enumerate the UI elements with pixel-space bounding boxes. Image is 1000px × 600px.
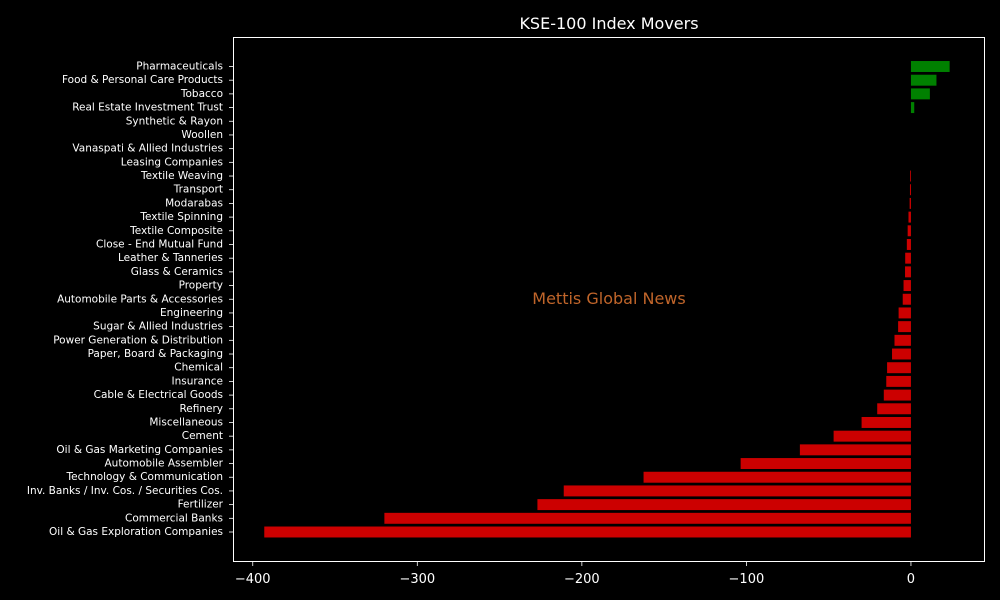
bar [264, 526, 911, 538]
y-tick-label: Real Estate Investment Trust [72, 102, 223, 114]
bar [910, 170, 911, 182]
plot-frame [233, 37, 985, 562]
y-tick-label: Close - End Mutual Fund [96, 238, 223, 250]
y-tick-label: Oil & Gas Exploration Companies [49, 526, 223, 538]
bar [892, 348, 911, 360]
y-tick-label: Vanaspati & Allied Industries [72, 143, 223, 155]
y-tick-label: Inv. Banks / Inv. Cos. / Securities Cos. [27, 485, 223, 497]
y-tick-label: Textile Weaving [140, 170, 223, 182]
bar [799, 444, 911, 456]
y-tick-label: Cable & Electrical Goods [94, 389, 223, 401]
bar [537, 499, 911, 511]
y-tick-label: Paper, Board & Packaging [88, 348, 223, 360]
y-tick-label: Woollen [181, 129, 223, 141]
x-tick-label: −400 [235, 572, 271, 587]
x-tick-label: 0 [907, 572, 915, 587]
x-axis: −400 −300 −200 −100 0 [235, 561, 915, 587]
y-tick-label: Refinery [179, 403, 223, 415]
bar [906, 239, 911, 250]
bar [903, 280, 911, 292]
y-tick-label: Tobacco [180, 88, 223, 100]
y-tick-label: Food & Personal Care Products [62, 74, 223, 86]
bar [887, 362, 911, 374]
bar [902, 293, 911, 305]
bar [898, 321, 911, 333]
bar [910, 74, 937, 86]
y-tick-label: Glass & Ceramics [131, 266, 223, 278]
y-tick-label: Insurance [171, 375, 223, 387]
chart-title: KSE-100 Index Movers [519, 14, 698, 33]
bar [563, 485, 911, 497]
watermark-text: Mettis Global News [532, 289, 685, 308]
y-tick-label: Engineering [160, 307, 223, 319]
bar [910, 61, 950, 72]
y-tick-label: Fertilizer [178, 499, 224, 511]
y-tick-label: Pharmaceuticals [136, 61, 223, 73]
bar [643, 471, 911, 483]
y-tick-label: Commercial Banks [125, 512, 223, 524]
y-tick-label: Leather & Tanneries [118, 252, 223, 264]
bar [905, 266, 911, 278]
bar [886, 375, 911, 387]
y-tick-label: Synthetic & Rayon [126, 115, 223, 127]
y-tick-label: Textile Spinning [139, 211, 223, 223]
y-tick-label: Chemical [174, 362, 223, 374]
y-tick-label: Power Generation & Distribution [53, 334, 223, 346]
y-tick-label: Sugar & Allied Industries [93, 321, 223, 333]
bar [909, 184, 911, 196]
bar [883, 389, 911, 401]
y-tick-label: Transport [173, 184, 223, 196]
y-tick-label: Property [179, 280, 223, 292]
bar [833, 430, 911, 442]
bar [908, 211, 911, 223]
bar [909, 197, 911, 209]
y-tick-label: Cement [182, 430, 223, 442]
y-tick-label: Oil & Gas Marketing Companies [56, 444, 223, 456]
y-tick-label: Leasing Companies [121, 156, 223, 168]
x-tick-label: −300 [399, 572, 435, 587]
bar [861, 416, 911, 428]
bar [898, 307, 911, 319]
bar [910, 88, 930, 100]
bar [877, 403, 911, 415]
bar [905, 252, 911, 264]
bar [384, 512, 911, 524]
x-tick-label: −100 [729, 572, 765, 587]
bar [910, 102, 915, 114]
y-tick-label: Modarabas [165, 197, 223, 209]
y-tick-label: Textile Composite [129, 225, 223, 237]
bar [907, 225, 911, 237]
x-tick-label: −200 [564, 572, 600, 587]
y-tick-label: Automobile Assembler [105, 458, 224, 470]
bar [740, 458, 911, 470]
y-tick-label: Miscellaneous [149, 416, 223, 428]
bars-layer [264, 61, 950, 538]
bar [894, 334, 911, 346]
y-tick-label: Automobile Parts & Accessories [57, 293, 223, 305]
y-tick-label: Technology & Communication [66, 471, 223, 483]
